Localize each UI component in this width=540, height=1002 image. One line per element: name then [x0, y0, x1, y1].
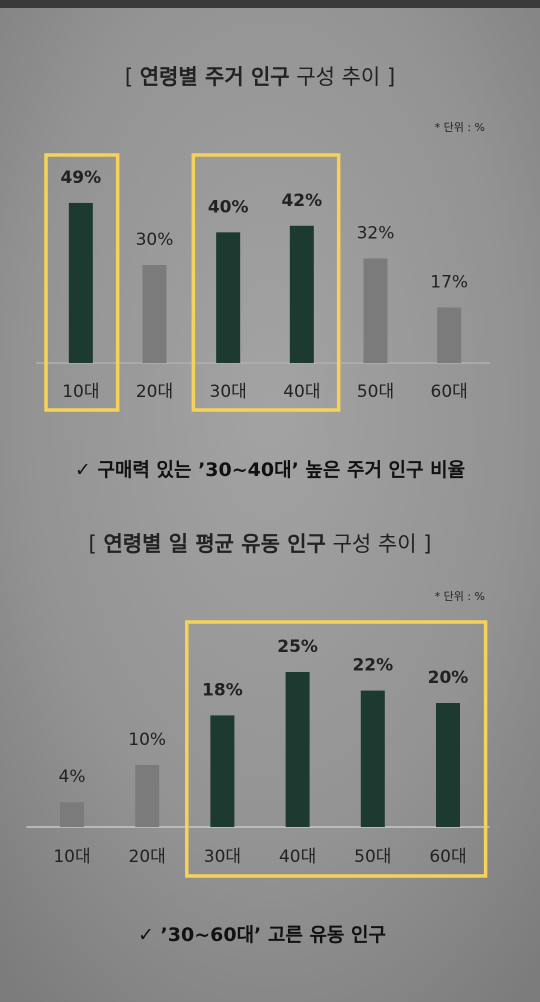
bar — [216, 232, 240, 363]
check: ✓ — [138, 924, 154, 946]
x-tick-label: 30대 — [210, 382, 247, 402]
x-tick-label: 40대 — [283, 382, 320, 402]
title-bold: 연령별 주거 인구 — [140, 65, 290, 89]
x-tick-label: 60대 — [429, 847, 466, 867]
bracket: [ — [89, 532, 97, 556]
x-tick-label: 50대 — [354, 847, 391, 867]
bar — [60, 802, 84, 827]
value-label: 25% — [277, 637, 318, 657]
title-regular: 구성 추이 — [333, 532, 417, 556]
bar — [143, 265, 167, 363]
bar — [436, 703, 460, 827]
value-label: 32% — [357, 223, 395, 243]
value-label: 22% — [352, 656, 393, 676]
top-strip — [0, 0, 540, 8]
annotation-text: ’30~60대’ 고른 유동 인구 — [161, 924, 386, 946]
value-label: 10% — [128, 730, 166, 750]
bar — [69, 203, 93, 363]
chart-title: [ 연령별 일 평균 유동 인구 구성 추이 ] — [89, 532, 432, 556]
title-regular: 구성 추이 — [296, 65, 380, 89]
value-label: 40% — [208, 197, 249, 217]
bar — [135, 765, 159, 827]
value-label: 20% — [428, 668, 469, 688]
value-label: 17% — [430, 272, 468, 292]
bracket: ] — [387, 65, 395, 89]
bar — [210, 715, 234, 827]
value-label: 4% — [59, 767, 86, 787]
check: ✓ — [75, 459, 91, 481]
infographic: [ 연령별 주거 인구 구성 추이 ] * 단위 : % ✓ 구매력 있는 ’3… — [0, 0, 540, 1002]
x-tick-label: 20대 — [129, 847, 166, 867]
x-tick-label: 50대 — [357, 382, 394, 402]
annotation: ✓ ’30~60대’ 고른 유동 인구 — [138, 924, 386, 946]
x-tick-label: 20대 — [136, 382, 173, 402]
bar — [361, 691, 385, 827]
value-label: 30% — [136, 230, 174, 250]
bracket: [ — [125, 65, 133, 89]
x-tick-label: 10대 — [53, 847, 90, 867]
x-tick-label: 30대 — [204, 847, 241, 867]
value-label: 42% — [281, 191, 322, 211]
value-label: 49% — [60, 168, 101, 188]
x-tick-label: 60대 — [431, 382, 468, 402]
bar — [364, 258, 388, 363]
annotation: ✓ 구매력 있는 ’30~40대’ 높은 주거 인구 비율 — [75, 459, 465, 481]
unit-note: * 단위 : % — [435, 121, 485, 134]
annotation-text: 구매력 있는 ’30~40대’ 높은 주거 인구 비율 — [97, 459, 465, 481]
chart-title: [ 연령별 주거 인구 구성 추이 ] — [125, 65, 395, 89]
x-tick-label: 40대 — [279, 847, 316, 867]
x-tick-label: 10대 — [62, 382, 99, 402]
value-label: 18% — [202, 680, 243, 700]
bar — [290, 226, 314, 363]
unit-note: * 단위 : % — [435, 590, 485, 603]
bar — [286, 672, 310, 827]
bracket: ] — [423, 532, 431, 556]
title-bold: 연령별 일 평균 유동 인구 — [103, 532, 325, 556]
bar — [437, 307, 461, 363]
